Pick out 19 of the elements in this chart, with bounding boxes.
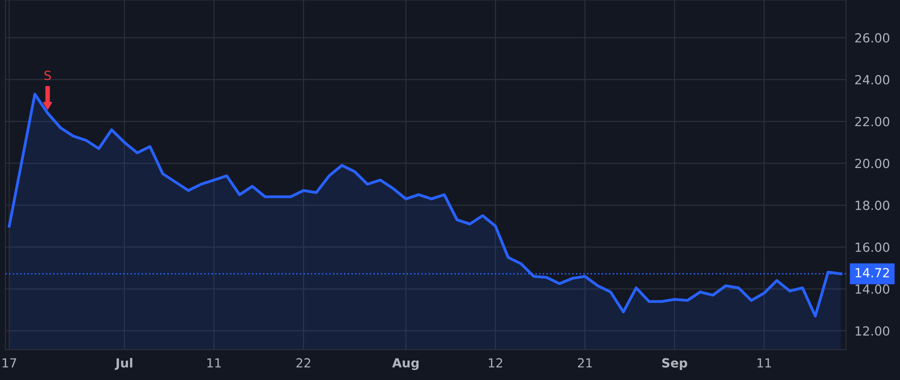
x-tick-label: 11 — [207, 358, 221, 368]
x-tick-label: Aug — [392, 358, 419, 370]
y-tick-label: 16.00 — [856, 242, 890, 252]
y-tick-label: 12.00 — [856, 326, 890, 336]
y-tick-label: 14.00 — [856, 284, 890, 294]
y-tick-label: 22.00 — [855, 116, 890, 126]
x-tick-label: 21 — [578, 358, 592, 368]
ref-line-label: 14.72 — [856, 268, 889, 278]
y-tick-label: 24.00 — [855, 75, 890, 84]
x-tick-label: 22 — [296, 358, 310, 368]
x-tick-label: Sep — [662, 358, 688, 370]
annotation: S — [44, 70, 51, 80]
y-tick-label: 18.00 — [856, 200, 890, 210]
y-tick-label: 26.00 — [855, 33, 890, 43]
y-tick-label: 20.00 — [855, 158, 890, 168]
x-tick-label: 12 — [488, 358, 502, 368]
x-tick-label: 17 — [2, 358, 16, 368]
x-tick-label: Jul — [114, 358, 132, 370]
x-tick-label: 11 — [758, 358, 771, 368]
